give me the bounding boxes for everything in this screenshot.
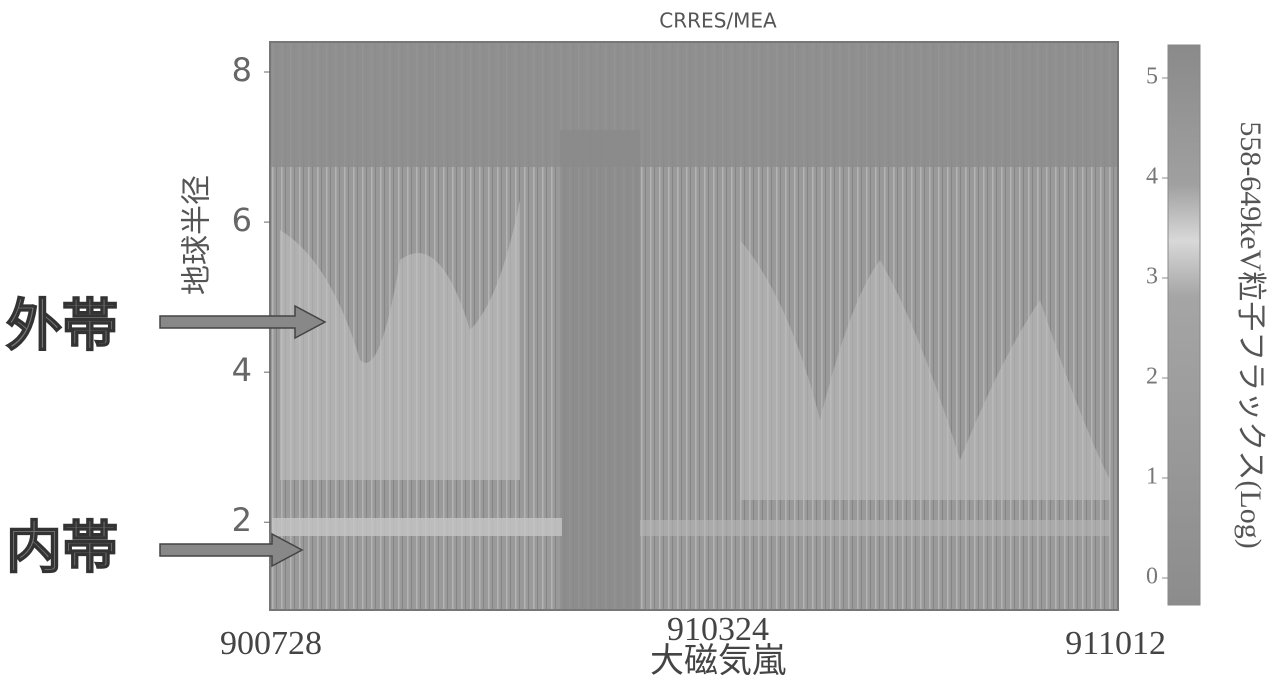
chart-title: CRRES/MEA (659, 9, 777, 33)
colorbar-tick-label: 5 (1146, 64, 1158, 90)
colorbar-tick-label: 2 (1146, 364, 1158, 390)
y-tick-label: 2 (232, 501, 252, 539)
x-tick-label: 911012 (1065, 625, 1166, 662)
y-tick-label: 4 (232, 351, 252, 389)
heatmap-image (270, 42, 1118, 610)
colorbar-tick-label: 3 (1146, 264, 1158, 290)
y-tick-label: 6 (232, 201, 252, 239)
colorbar (1168, 45, 1200, 605)
annotation: 内帯 (6, 516, 118, 581)
colorbar-tick-label: 1 (1146, 464, 1158, 490)
colorbar-label: 558-649keV粒子フラックス(Log) (1234, 121, 1267, 548)
chart: CRRES/MEA 地球半径 大磁気嵐 外帯 内帯 558-649keV粒子フラ… (0, 0, 1275, 686)
colorbar-tick-label: 4 (1146, 164, 1158, 190)
colorbar-tick-label: 0 (1146, 564, 1158, 590)
y-axis-label: 地球半径 (180, 175, 215, 295)
x-tick-label: 910324 (667, 611, 769, 648)
x-tick-label: 900728 (220, 625, 322, 662)
y-tick-label: 8 (232, 51, 252, 89)
annotation: 外帯 (6, 294, 118, 359)
